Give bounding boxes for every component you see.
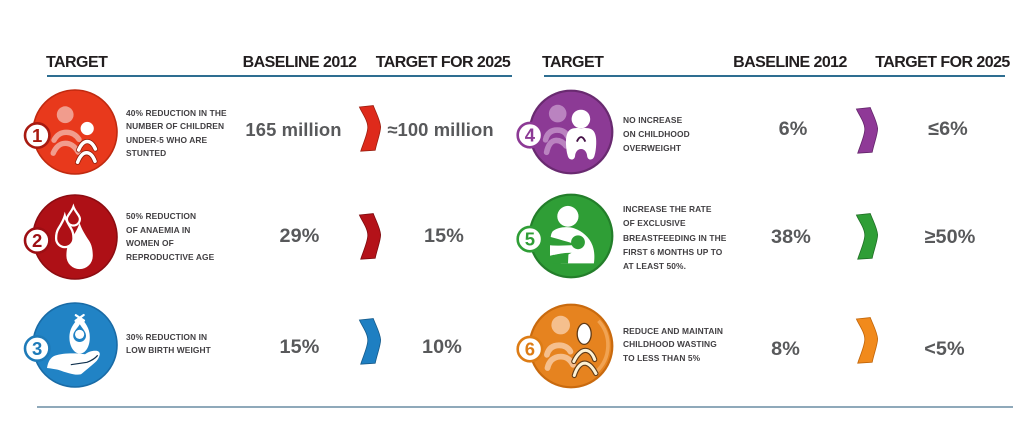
svg-text:4: 4	[525, 125, 536, 146]
svg-text:1: 1	[32, 125, 42, 146]
svg-text:3: 3	[32, 338, 42, 359]
svg-text:2: 2	[32, 230, 42, 251]
svg-text:6: 6	[525, 339, 535, 360]
svg-text:5: 5	[525, 229, 535, 250]
